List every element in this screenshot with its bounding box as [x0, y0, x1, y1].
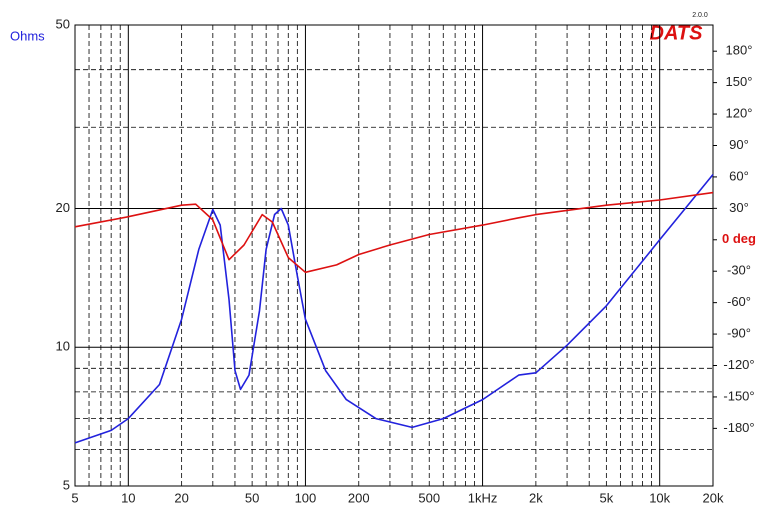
x-tick-label: 50 — [245, 490, 259, 505]
y-tick-label: 10 — [56, 339, 70, 354]
y2-tick-label: 180° — [726, 43, 753, 58]
plot-frame — [74, 24, 714, 487]
x-tick-label: 1kHz — [468, 490, 498, 505]
x-tick-label: 20k — [703, 490, 724, 505]
x-tick-label: 200 — [348, 490, 370, 505]
curve — [74, 191, 714, 274]
x-tick-label: 500 — [418, 490, 440, 505]
x-tick-label: 20 — [174, 490, 188, 505]
x-tick-label: 100 — [295, 490, 317, 505]
y-axis-label: Ohms — [10, 28, 45, 43]
curve — [74, 173, 714, 444]
brand-logo: DATS — [650, 22, 704, 44]
y2-tick-label: 150° — [726, 74, 753, 89]
y-tick-label: 5 — [63, 477, 70, 492]
y2-tick-label: -60° — [727, 294, 751, 309]
y2-tick-label: -120° — [723, 357, 754, 372]
y2-tick-label: 120° — [726, 105, 753, 120]
y2-tick-label: 0 deg — [722, 231, 756, 246]
y2-tick-label: 90° — [729, 137, 749, 152]
x-tick-label: 10 — [121, 490, 135, 505]
x-tick-label: 10k — [649, 490, 670, 505]
y-tick-label: 20 — [56, 200, 70, 215]
y2-tick-label: -30° — [727, 263, 751, 278]
x-tick-label: 2k — [529, 490, 543, 505]
y2-tick-label: -150° — [723, 388, 754, 403]
x-tick-label: 5 — [71, 490, 78, 505]
y2-tick-label: 60° — [729, 168, 749, 183]
y-tick-label: 50 — [56, 16, 70, 31]
version: 2.0.0 — [692, 12, 708, 19]
y2-tick-label: -90° — [727, 326, 751, 341]
x-tick-label: 5k — [599, 490, 613, 505]
y2-tick-label: 30° — [729, 200, 749, 215]
y2-tick-label: -180° — [723, 420, 754, 435]
